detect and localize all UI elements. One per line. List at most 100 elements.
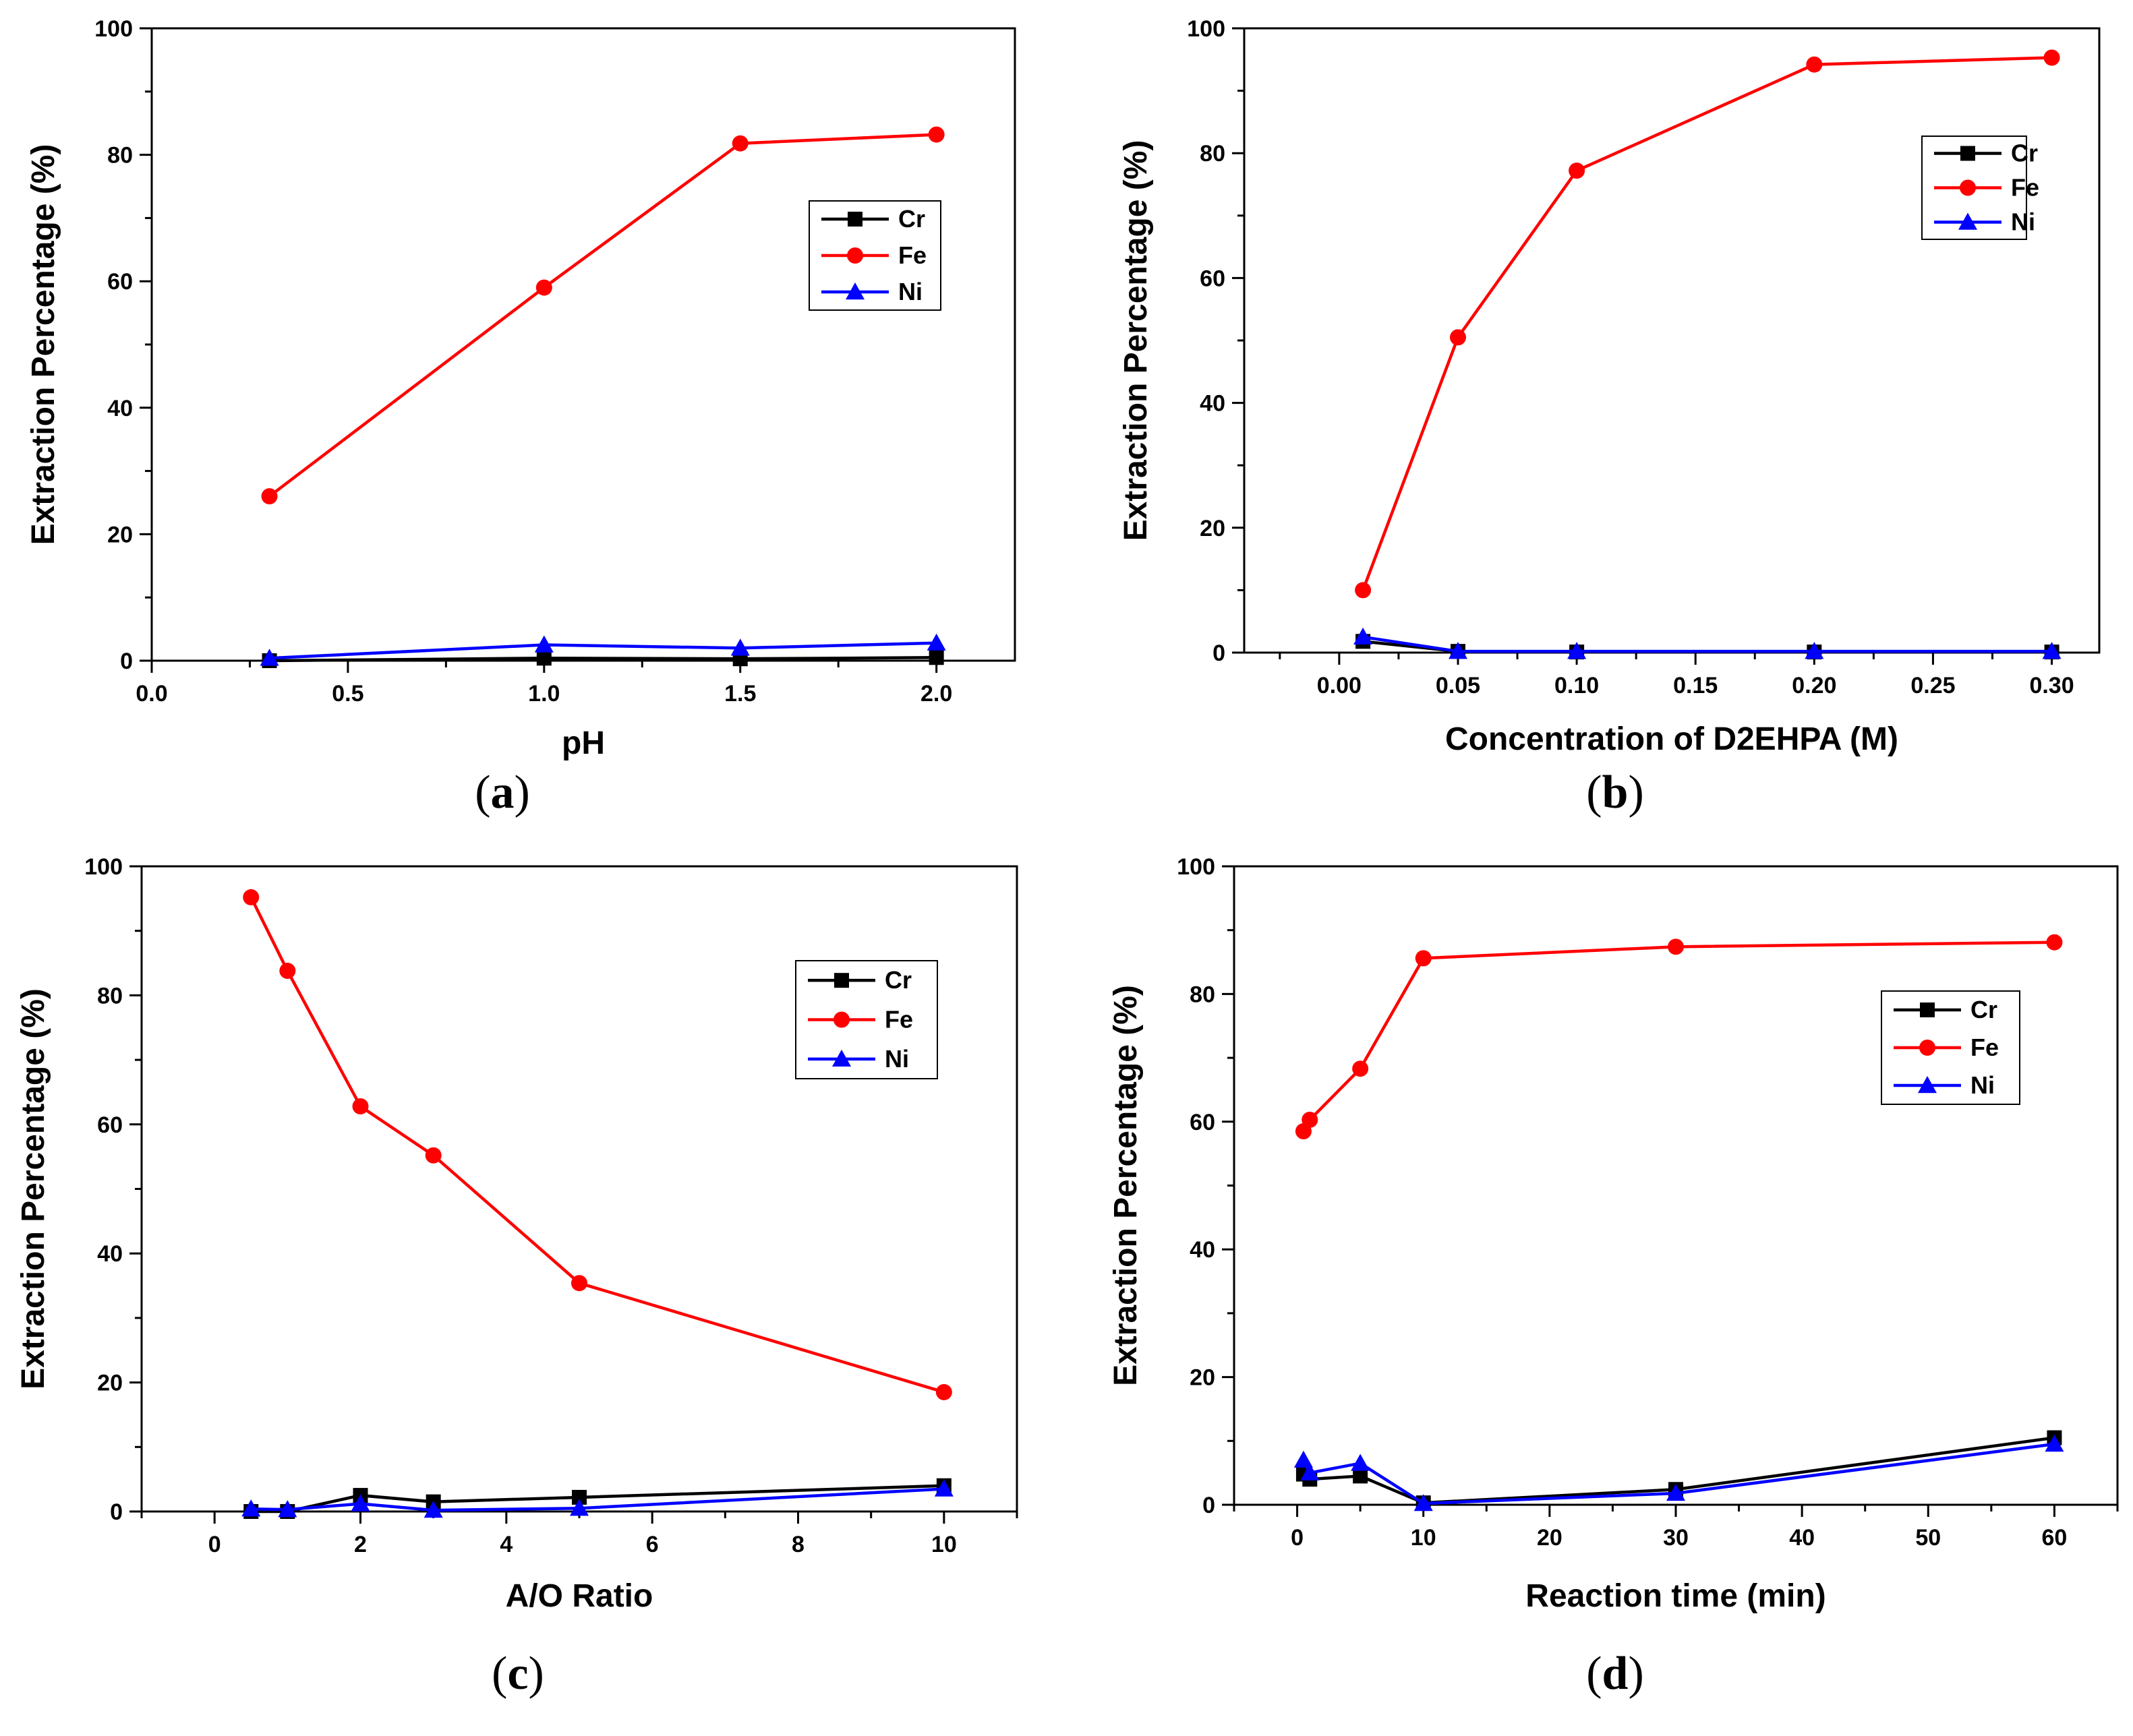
data-point-ni [1293,1450,1313,1468]
data-point-ni [1353,627,1373,645]
x-tick-label: 2 [354,1532,367,1557]
legend-marker-cr [1920,1002,1935,1017]
x-tick-label: 0 [208,1532,221,1557]
x-tick-label: 1.5 [724,681,756,707]
plot-frame [150,27,1016,662]
y-tick-label: 60 [97,1112,123,1138]
legend-label-fe: Fe [885,1006,913,1034]
legend-marker-ni [832,1049,851,1067]
legend-marker-fe [834,1011,850,1028]
legend-marker-cr [1960,146,1975,161]
panel-label: (a) [475,767,530,818]
y-tick-label: 80 [97,983,123,1009]
series-line-cr [269,656,937,663]
data-point-fe [1302,1111,1318,1128]
panel-label: (c) [492,1648,544,1700]
legend-label-fe: Fe [898,241,927,269]
y-tick-label: 60 [107,269,133,295]
x-tick-label: 0.0 [136,681,167,707]
x-tick-label: 60 [2042,1525,2068,1551]
legend-marker-ni [1958,212,1977,230]
series-ni [1293,1435,2064,1511]
data-point-fe [243,889,260,905]
x-tick-label: 6 [646,1532,659,1557]
data-point-ni [1805,642,1824,659]
legend-label-ni: Ni [885,1045,909,1073]
y-tick-label: 40 [97,1241,123,1267]
y-tick-label: 20 [1200,516,1225,541]
x-tick-label: 8 [792,1532,805,1557]
x-tick-label: 40 [1789,1525,1815,1551]
legend-label-cr: Cr [898,205,925,233]
data-point-fe [1806,56,1823,73]
data-point-fe [1450,329,1466,346]
legend-label-cr: Cr [2011,140,2038,167]
y-tick-label: 100 [94,16,133,42]
legend-label-fe: Fe [1970,1034,1999,1061]
panel-label: (d) [1586,1648,1644,1700]
data-point-fe [1668,938,1684,955]
y-axis-label: Extraction Percentage (%) [26,144,61,545]
y-tick-label: 20 [97,1371,123,1396]
y-tick-label: 100 [84,854,123,880]
x-tick-label: 0.30 [2029,673,2074,698]
x-tick-label: 20 [1537,1525,1562,1551]
data-point-fe [1355,582,1372,599]
data-point-cr [929,650,944,665]
data-point-fe [535,279,552,296]
series-ni [1353,627,2062,659]
data-point-fe [571,1275,587,1292]
data-point-ni [241,1499,261,1517]
x-tick-label: 0.15 [1673,673,1718,698]
y-tick-label: 80 [107,143,133,169]
x-tick-label: 0.05 [1436,673,1480,698]
data-point-fe [732,135,749,152]
legend-label-cr: Cr [1970,996,1997,1023]
x-tick-label: 4 [500,1532,513,1557]
data-point-fe [2046,934,2063,951]
y-axis-label: Extraction Percentage (%) [16,988,51,1389]
x-tick-label: 0.5 [332,681,363,707]
plot-frame [1233,865,2119,1506]
data-point-ni [423,1501,443,1518]
y-tick-label: 40 [107,396,133,421]
x-tick-label: 0.25 [1910,673,1955,698]
legend-marker-fe [1919,1040,1935,1056]
data-point-ni [1351,1454,1370,1471]
panel-label: (b) [1586,767,1644,818]
y-tick-label: 80 [1200,141,1225,167]
y-axis-label: Extraction Percentage (%) [1118,140,1154,541]
data-point-cr [572,1489,587,1505]
x-tick-label: 0 [1291,1525,1304,1551]
x-tick-label: 2.0 [921,681,952,707]
plot-frame [1243,27,2101,654]
y-tick-label: 40 [1190,1237,1215,1263]
series-fe [243,889,952,1400]
series-line-ni [1362,635,2052,653]
legend-marker-fe [1960,179,1976,196]
chart-panel-a: 0.0 0.5 1.0 1.5 2.0 0 20 40 60 80 100 pH Extraction … [26,16,1016,818]
series-fe [1355,49,2060,599]
x-tick-label: 0.10 [1554,673,1599,698]
series-fe [261,126,945,505]
data-point-ni [570,1499,589,1516]
legend-marker-fe [847,247,863,264]
x-tick-label: 0.00 [1317,673,1362,698]
x-tick-label: 50 [1915,1525,1941,1551]
x-tick-label: 1.0 [528,681,560,707]
x-axis-label: Reaction time (min) [1525,1578,1825,1614]
y-tick-label: 80 [1190,982,1215,1007]
y-tick-label: 60 [1190,1110,1215,1135]
data-point-ni [1449,642,1467,659]
legend-label-ni: Ni [1970,1071,1995,1099]
x-axis-label: A/O Ratio [506,1578,653,1614]
legend-marker-cr [834,973,849,988]
y-tick-label: 0 [120,649,133,674]
data-point-ni [730,638,750,656]
x-tick-label: 10 [931,1532,957,1557]
data-point-fe [261,488,278,505]
data-point-ni [927,633,946,651]
